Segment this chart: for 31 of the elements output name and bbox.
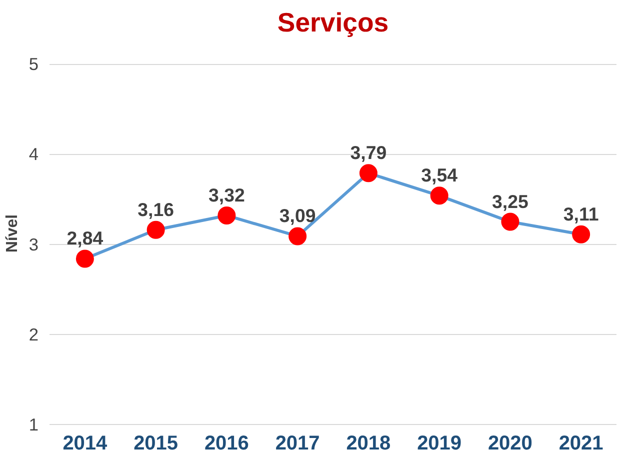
point: [288, 227, 307, 246]
chart-title: Serviços: [277, 8, 389, 38]
y-axis-title: Nível: [4, 214, 21, 253]
x-tick-label: 2019: [417, 432, 462, 452]
point: [359, 164, 378, 182]
y-tick-label: 3: [28, 234, 39, 254]
point: [146, 220, 165, 239]
point: [218, 206, 236, 224]
x-tick-label: 2014: [62, 432, 108, 452]
y-tick-label: 2: [28, 324, 39, 344]
y-tick-label: 5: [28, 54, 39, 74]
x-tick-label: 2015: [134, 432, 178, 452]
data-label: 3,09: [279, 205, 316, 226]
data-label: 2,84: [66, 228, 104, 249]
data-label: 3,25: [492, 190, 528, 212]
data-label: 3,16: [138, 198, 174, 220]
data-label: 3,79: [350, 142, 387, 164]
x-tick-label: 2016: [204, 432, 249, 452]
data-label: 3,32: [208, 184, 245, 206]
x-tick-label: 2021: [558, 432, 604, 452]
y-tick-label: 4: [28, 144, 39, 164]
point: [430, 186, 448, 205]
x-tick-label: 2018: [346, 432, 391, 452]
x-tick-label: 2017: [275, 432, 320, 452]
data-label: 3,54: [421, 164, 458, 186]
point: [501, 212, 520, 231]
y-tick-label: 1: [28, 414, 39, 434]
point: [572, 225, 590, 244]
x-tick-label: 2020: [488, 432, 532, 452]
data-label: 3,11: [563, 203, 599, 224]
point: [76, 250, 94, 268]
